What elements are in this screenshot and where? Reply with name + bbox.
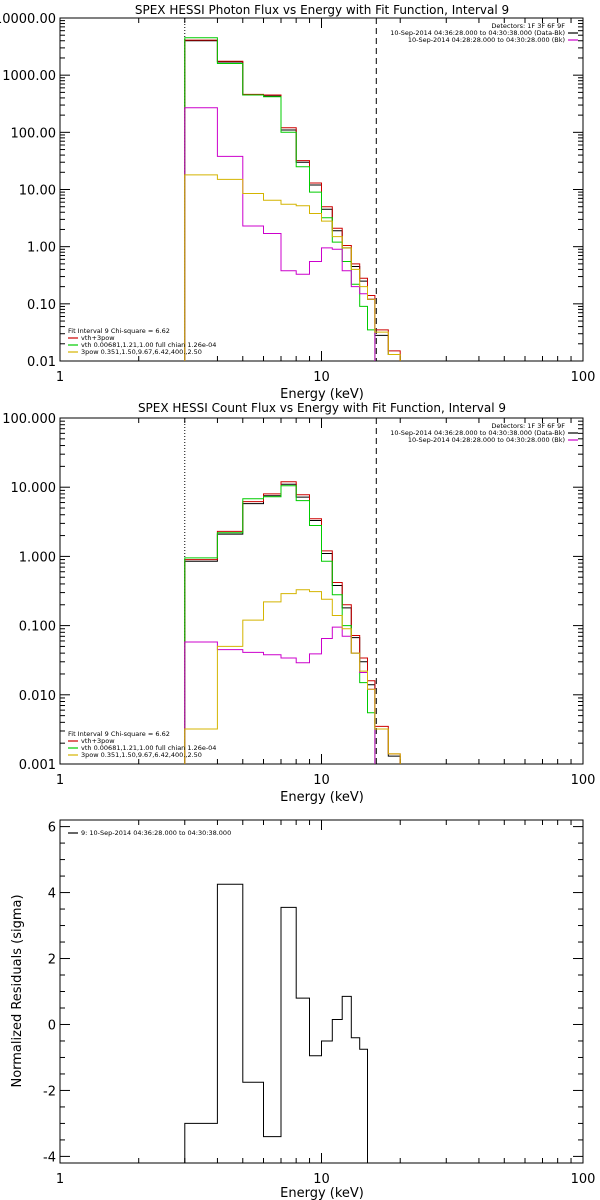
y-axis-label: Normalized Residuals (sigma) — [10, 894, 25, 1087]
y-tick-label: 1.00 — [27, 241, 56, 256]
info-text: 10-Sep-2014 04:28:28.000 to 04:30:28.000… — [408, 36, 565, 44]
series-group — [184, 481, 401, 764]
legend-text: 3pow 0.351,1.50,9.67,6.42,400.,2.50 — [81, 751, 202, 759]
legend-text: vth+3pow — [81, 334, 115, 342]
series-line-0 — [184, 883, 368, 1163]
x-axis-label: Energy (keV) — [280, 790, 364, 805]
series-group — [184, 37, 401, 361]
series-line-2 — [184, 37, 376, 361]
info-text: 10-Sep-2014 04:36:28.000 to 04:30:38.000… — [390, 29, 565, 37]
info-text: 10-Sep-2014 04:28:28.000 to 04:30:28.000… — [408, 436, 565, 444]
x-tick-label: 10 — [313, 370, 330, 385]
x-tick-label: 100 — [571, 1172, 596, 1187]
x-axis-label: Energy (keV) — [280, 387, 364, 402]
info-text: Detectors: 1F 3F 6F 9F — [491, 422, 565, 430]
panel-residuals: Energy (keV) Normalized Residuals (sigma… — [10, 819, 596, 1200]
y-tick-label: 4 — [48, 887, 56, 902]
x-tick-label: 10 — [313, 773, 330, 788]
x-tick-label: 1 — [56, 370, 64, 385]
legend-text: Fit Interval 9 Chi-square = 6.62 — [68, 730, 170, 738]
series-line-4 — [184, 589, 401, 764]
x-tick-label: 1 — [56, 773, 64, 788]
y-tick-label: 1.000 — [19, 550, 56, 565]
info-text: 10-Sep-2014 04:36:28.000 to 04:30:38.000… — [390, 429, 565, 437]
y-tick-label: 1000.00 — [2, 69, 56, 84]
x-tick-label: 100 — [571, 773, 596, 788]
y-tick-label: 0.10 — [27, 298, 56, 313]
series-line-1 — [184, 481, 401, 764]
panel-photon-flux: SPEX HESSI Photon Flux vs Energy with Fi… — [0, 3, 595, 402]
legend-text: Fit Interval 9 Chi-square = 6.62 — [68, 327, 170, 335]
chart-title: SPEX HESSI Photon Flux vs Energy with Fi… — [135, 3, 509, 17]
chart-title: SPEX HESSI Count Flux vs Energy with Fit… — [138, 401, 506, 415]
y-tick-label: 0 — [48, 1018, 56, 1033]
y-tick-label: 6 — [48, 821, 56, 836]
plot-frame — [59, 417, 584, 765]
series-line-1 — [184, 39, 401, 361]
legend-text: 3pow 0.351,1.50,9.67,6.42,400.,2.50 — [81, 348, 202, 356]
x-tick-label: 1 — [56, 1172, 64, 1187]
y-tick-label: 0.001 — [19, 758, 56, 773]
y-tick-label: 10000.00 — [0, 12, 56, 27]
y-tick-label: 10.000 — [11, 481, 57, 496]
legend-text: vth 0.00681,1.21,1.00 full chian 1.26e-0… — [81, 744, 216, 752]
series-group — [184, 883, 368, 1163]
legend-text: 9: 10-Sep-2014 04:36:28.000 to 04:30:38.… — [81, 829, 231, 837]
series-line-3 — [184, 107, 376, 361]
panel-count-flux: SPEX HESSI Count Flux vs Energy with Fit… — [2, 401, 595, 805]
y-tick-label: 0.01 — [27, 355, 56, 370]
legend-text: vth+3pow — [81, 737, 115, 745]
legend-text: vth 0.00681,1.21,1.00 full chian 1.26e-0… — [81, 341, 216, 349]
y-tick-label: -4 — [43, 1150, 56, 1165]
series-line-0 — [184, 483, 401, 764]
plot-frame — [59, 819, 584, 1164]
y-tick-label: 100.000 — [2, 412, 56, 427]
series-line-4 — [184, 174, 401, 361]
y-tick-label: 2 — [48, 953, 56, 968]
x-tick-label: 10 — [313, 1172, 330, 1187]
y-tick-label: 100.00 — [11, 126, 57, 141]
y-tick-label: 10.00 — [19, 184, 56, 199]
y-tick-label: -2 — [43, 1084, 56, 1099]
y-tick-label: 0.100 — [19, 620, 56, 635]
series-line-2 — [184, 485, 376, 764]
y-tick-label: 0.010 — [19, 689, 56, 704]
x-axis-label: Energy (keV) — [280, 1186, 364, 1200]
x-tick-label: 100 — [571, 370, 596, 385]
info-text: Detectors: 1F 3F 6F 9F — [491, 22, 565, 30]
